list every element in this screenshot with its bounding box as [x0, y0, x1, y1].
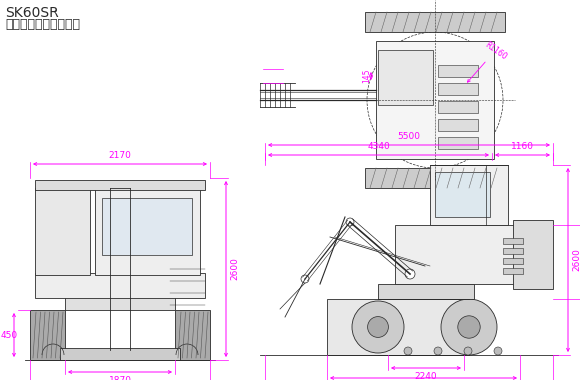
Text: 1870: 1870 — [108, 376, 132, 380]
Bar — [60, 348, 180, 360]
Bar — [435, 172, 490, 217]
Text: 2170: 2170 — [108, 151, 132, 160]
Circle shape — [405, 269, 415, 279]
Circle shape — [346, 218, 354, 226]
Bar — [376, 41, 494, 159]
Bar — [503, 268, 523, 274]
Bar — [503, 248, 523, 254]
Circle shape — [368, 317, 389, 337]
Circle shape — [404, 347, 412, 355]
Bar — [438, 83, 478, 95]
Bar — [102, 198, 192, 255]
Bar — [35, 188, 90, 275]
Bar — [175, 310, 210, 360]
Bar — [327, 299, 469, 355]
Bar — [30, 310, 65, 360]
Circle shape — [352, 301, 404, 353]
Text: 2600: 2600 — [572, 249, 580, 271]
Bar — [65, 295, 175, 310]
Text: 145: 145 — [362, 69, 371, 83]
Circle shape — [494, 347, 502, 355]
Bar — [438, 119, 478, 131]
Text: コベルコ建機株式会社: コベルコ建機株式会社 — [5, 18, 80, 31]
Text: 4340: 4340 — [367, 142, 390, 151]
Circle shape — [464, 347, 472, 355]
Text: 2600: 2600 — [230, 258, 239, 280]
Bar — [503, 238, 523, 244]
Bar — [95, 183, 200, 275]
Bar — [438, 101, 478, 113]
Text: 450: 450 — [1, 331, 18, 339]
Bar — [395, 225, 548, 284]
Circle shape — [434, 347, 442, 355]
Bar — [503, 258, 523, 264]
Text: 2240: 2240 — [415, 372, 437, 380]
Bar — [378, 284, 474, 299]
Bar — [35, 180, 205, 190]
Bar — [378, 50, 433, 105]
Text: 1160: 1160 — [511, 142, 534, 151]
Text: R1160: R1160 — [483, 41, 508, 62]
Bar — [365, 12, 505, 32]
Bar — [513, 220, 553, 289]
Text: SK60SR: SK60SR — [5, 6, 59, 20]
Bar — [438, 65, 478, 77]
Text: 5500: 5500 — [397, 132, 420, 141]
Bar — [430, 165, 508, 225]
Circle shape — [458, 316, 480, 338]
Bar — [35, 273, 205, 298]
Bar — [438, 137, 478, 149]
Bar — [365, 168, 505, 188]
Circle shape — [301, 275, 309, 283]
Circle shape — [441, 299, 497, 355]
